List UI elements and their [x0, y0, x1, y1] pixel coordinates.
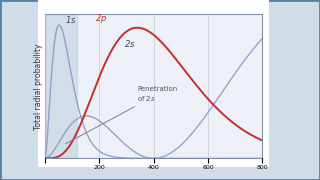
Bar — [45, 14, 77, 158]
Text: 2$s$: 2$s$ — [124, 38, 135, 49]
Text: Penetration
of 2$s$: Penetration of 2$s$ — [66, 86, 178, 144]
Text: 1$s$: 1$s$ — [65, 14, 77, 25]
Y-axis label: Total radial probability: Total radial probability — [35, 43, 44, 130]
Text: 2$p$: 2$p$ — [95, 12, 108, 25]
